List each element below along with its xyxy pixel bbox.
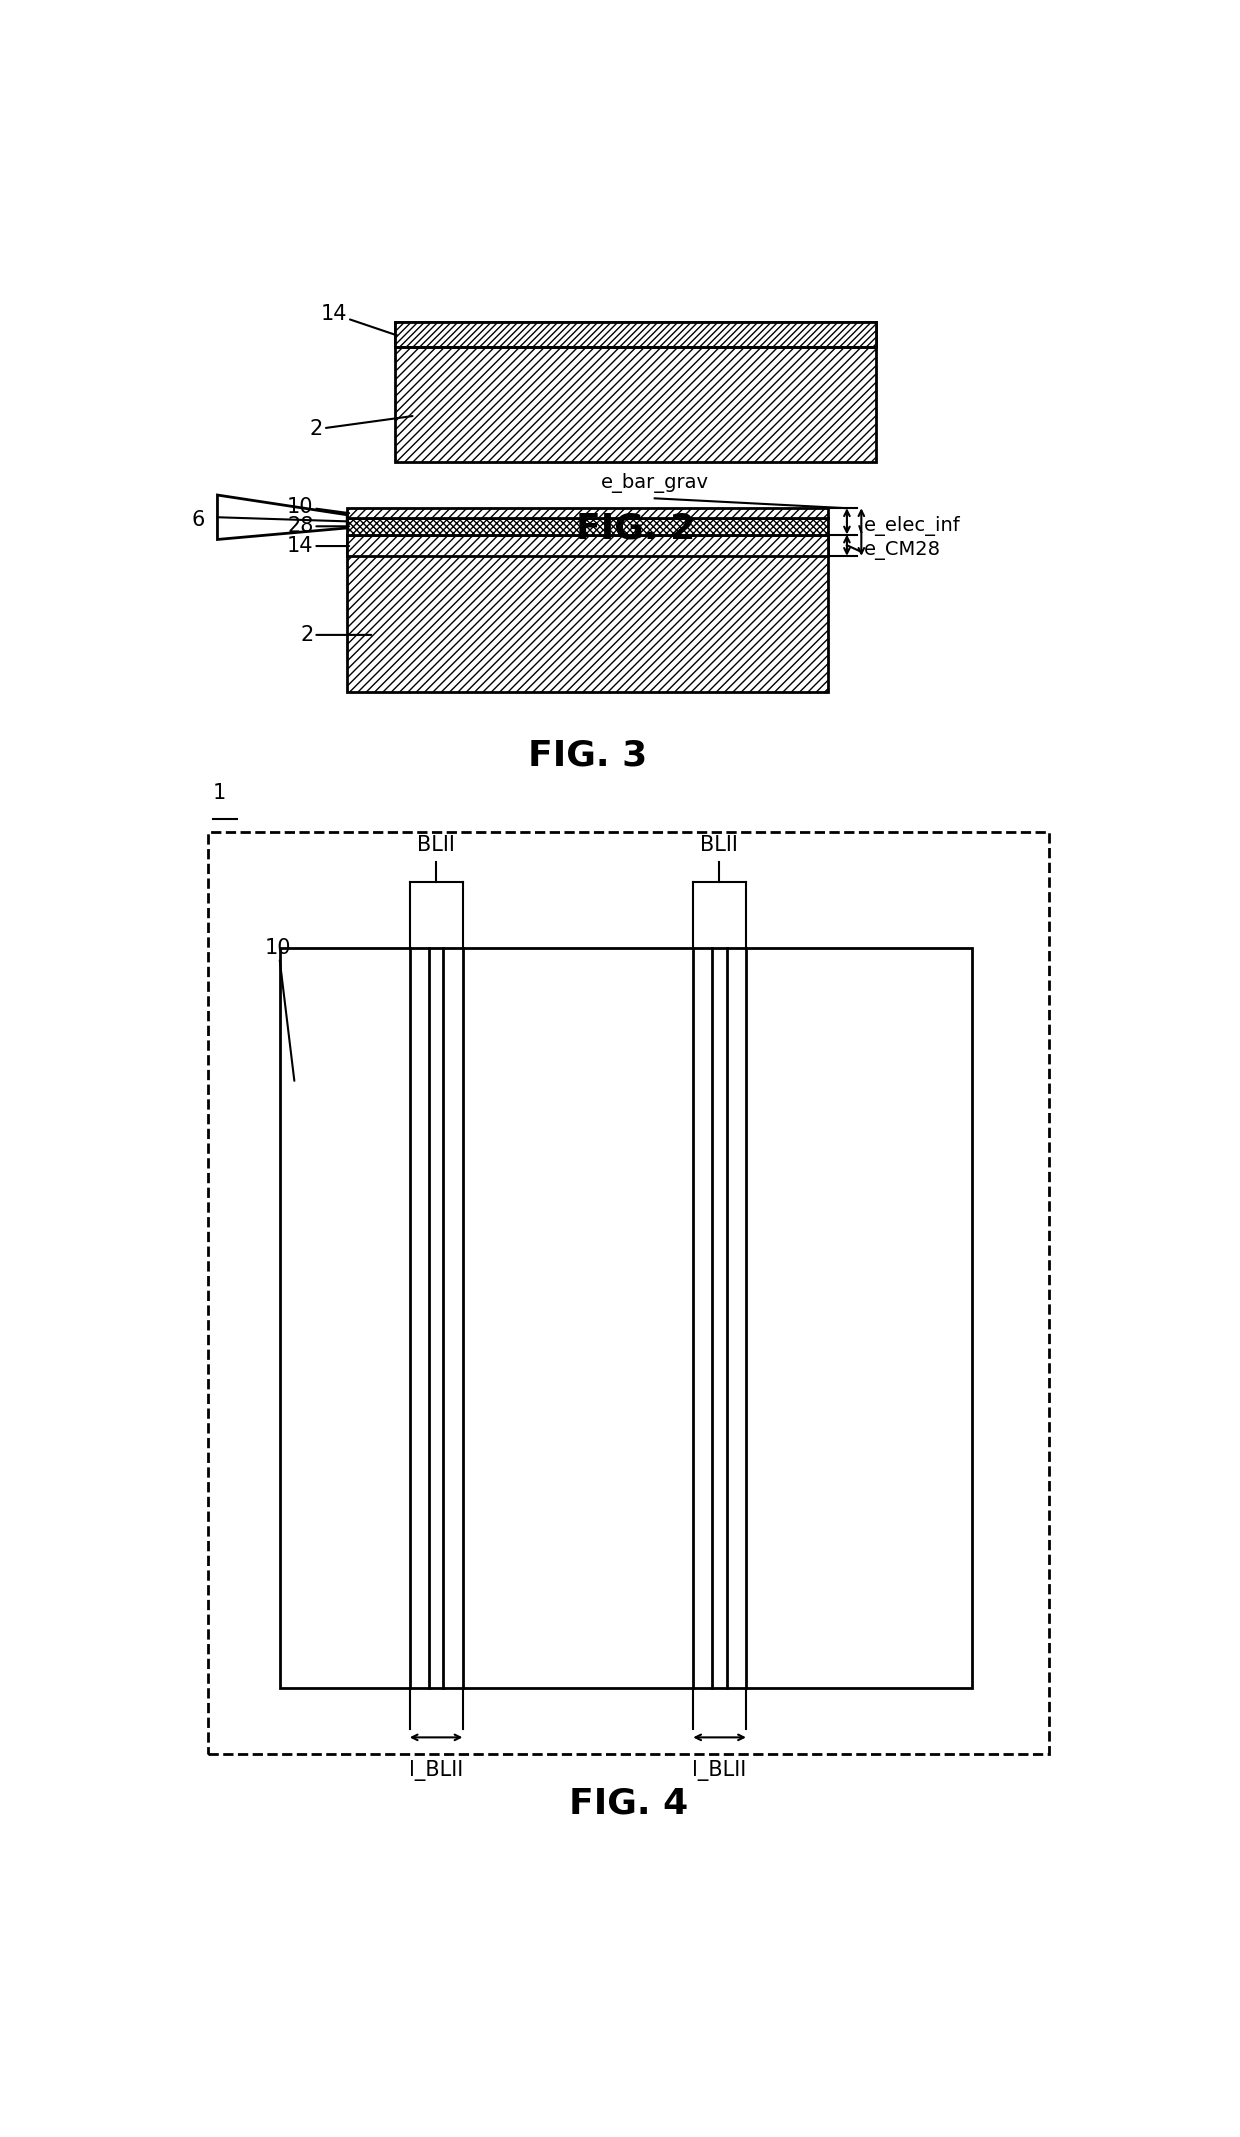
Text: FIG. 4: FIG. 4 bbox=[569, 1787, 688, 1821]
Bar bbox=[208, 831, 1049, 1754]
Bar bbox=[347, 517, 828, 534]
Text: 2: 2 bbox=[300, 624, 371, 645]
Bar bbox=[280, 947, 972, 1688]
Text: 6: 6 bbox=[192, 511, 205, 530]
Text: 10: 10 bbox=[288, 496, 350, 517]
Bar bbox=[396, 323, 875, 346]
Text: e_bar_grav: e_bar_grav bbox=[600, 474, 709, 494]
Text: l_BLII: l_BLII bbox=[409, 1761, 464, 1782]
Bar bbox=[347, 536, 828, 692]
Polygon shape bbox=[217, 496, 347, 539]
Text: 10: 10 bbox=[265, 938, 294, 1081]
Bar bbox=[396, 323, 875, 462]
Text: 14: 14 bbox=[321, 303, 397, 336]
Text: FIG. 2: FIG. 2 bbox=[575, 511, 696, 545]
Text: l_BLII: l_BLII bbox=[692, 1761, 746, 1782]
Bar bbox=[347, 534, 828, 556]
Text: BLII: BLII bbox=[417, 836, 455, 855]
Bar bbox=[347, 509, 828, 517]
Text: 1: 1 bbox=[213, 782, 226, 804]
Text: e_elec_inf: e_elec_inf bbox=[864, 517, 961, 536]
Text: e_CM28: e_CM28 bbox=[864, 541, 941, 560]
Text: 14: 14 bbox=[288, 536, 350, 556]
Text: BLII: BLII bbox=[701, 836, 738, 855]
Text: 2: 2 bbox=[310, 417, 413, 440]
Text: FIG. 3: FIG. 3 bbox=[528, 739, 647, 774]
Text: 28: 28 bbox=[288, 517, 350, 536]
